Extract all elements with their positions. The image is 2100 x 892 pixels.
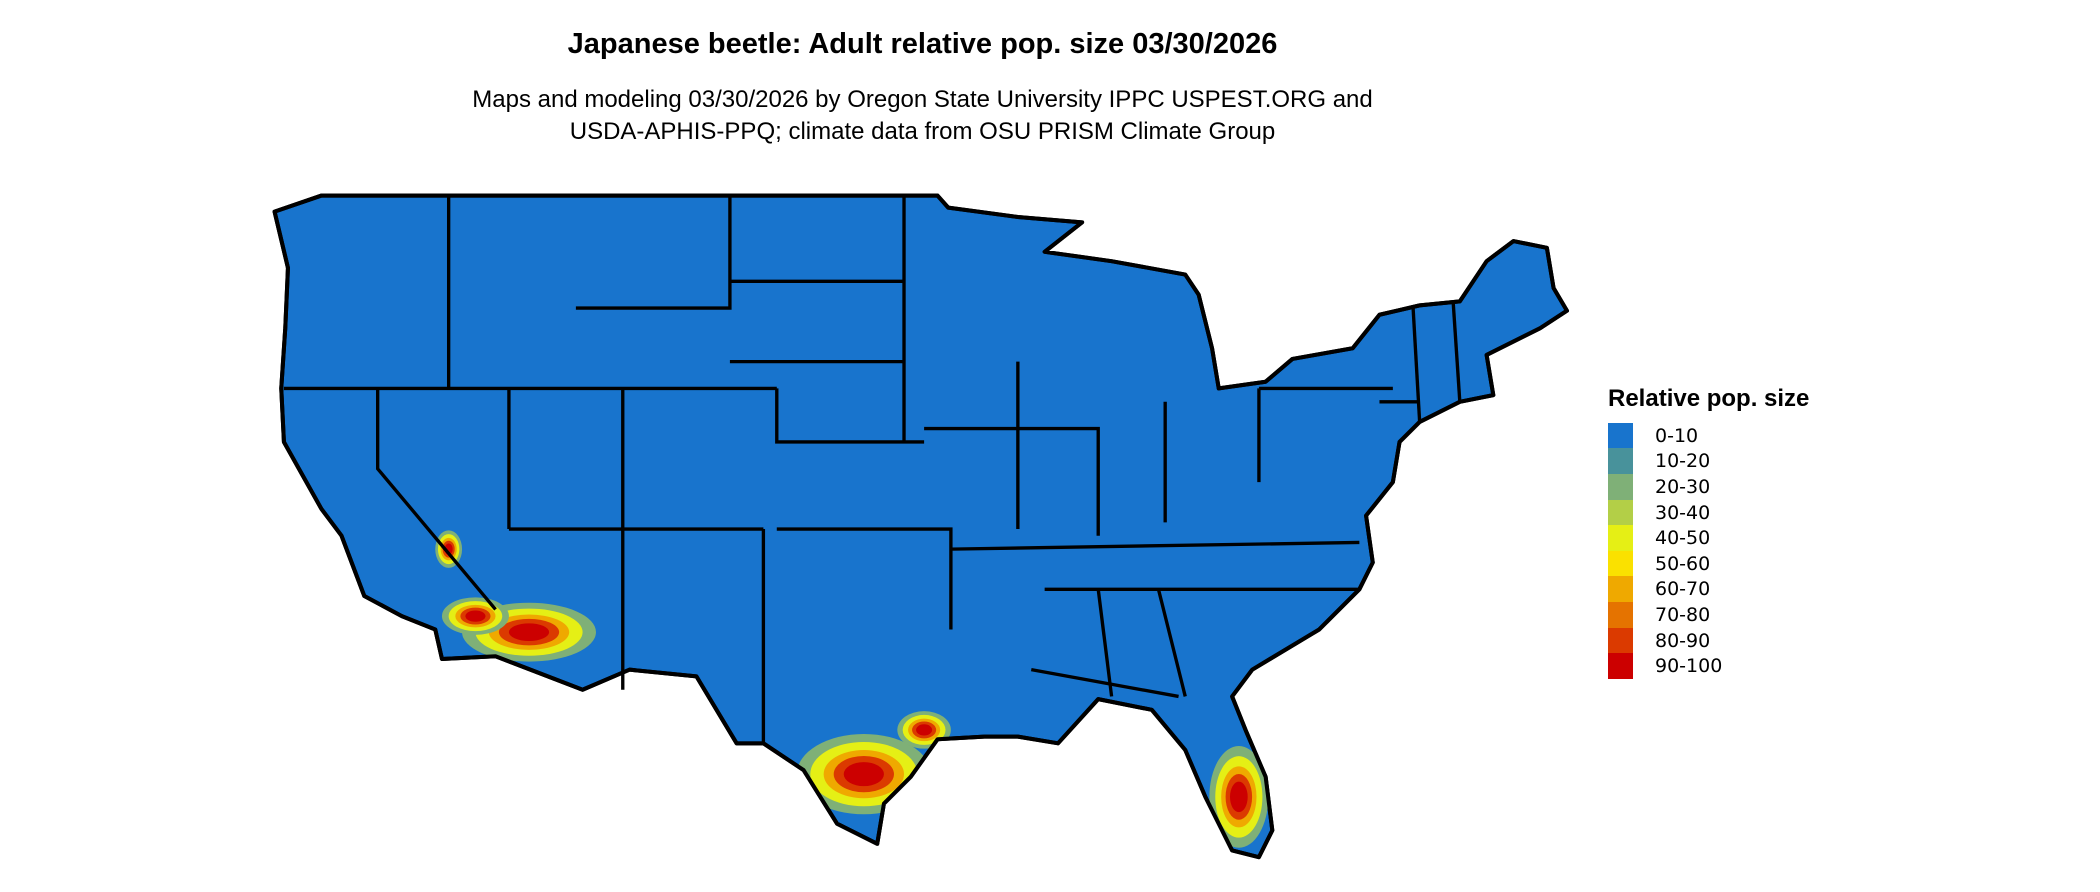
state-border bbox=[775, 388, 925, 444]
hotspot-band bbox=[916, 724, 933, 736]
legend-label: 10-20 bbox=[1655, 450, 1711, 473]
hotspot-band bbox=[465, 610, 486, 622]
legend-item: 70-80 bbox=[1608, 601, 1809, 628]
state-borders bbox=[283, 195, 1462, 744]
map-title: Japanese beetle: Adult relative pop. siz… bbox=[567, 28, 1278, 60]
legend-item: 90-100 bbox=[1608, 653, 1809, 680]
legend-item: 60-70 bbox=[1608, 576, 1809, 603]
legend-label: 0-10 bbox=[1655, 424, 1699, 447]
state-border bbox=[1451, 301, 1462, 402]
legend-item: 20-30 bbox=[1608, 473, 1809, 500]
state-border bbox=[376, 388, 497, 611]
legend-item: 50-60 bbox=[1608, 550, 1809, 577]
legend-label: 40-50 bbox=[1655, 527, 1711, 550]
hotspot-band bbox=[1230, 781, 1248, 813]
state-border bbox=[924, 426, 1100, 536]
legend-item: 10-20 bbox=[1608, 448, 1809, 475]
subtitle-line-1: Maps and modeling 03/30/2026 by Oregon S… bbox=[472, 86, 1373, 113]
state-border bbox=[1096, 589, 1114, 697]
state-border bbox=[776, 527, 953, 630]
legend-item: 0-10 bbox=[1608, 422, 1809, 449]
legend: Relative pop. size 0-10 10-20 20-30 30-40 40… bbox=[1608, 385, 1810, 680]
legend-swatch bbox=[1608, 448, 1633, 475]
legend-label: 80-90 bbox=[1655, 629, 1711, 652]
legend-item: 80-90 bbox=[1608, 627, 1809, 654]
legend-swatch bbox=[1608, 627, 1633, 654]
legend-swatch bbox=[1608, 601, 1633, 628]
legend-label: 70-80 bbox=[1655, 603, 1711, 626]
legend-label: 50-60 bbox=[1655, 552, 1711, 575]
legend-label: 30-40 bbox=[1655, 501, 1711, 524]
legend-swatch bbox=[1608, 653, 1633, 680]
legend-swatch bbox=[1608, 550, 1633, 577]
hotspot-band bbox=[508, 623, 550, 641]
subtitle-line-2: USDA-APHIS-PPQ; climate data from OSU PR… bbox=[569, 118, 1276, 145]
legend-swatch bbox=[1608, 422, 1633, 449]
state-border bbox=[1156, 588, 1187, 697]
state-border bbox=[1030, 668, 1179, 699]
legend-item: 40-50 bbox=[1608, 525, 1809, 552]
legend-swatch bbox=[1608, 576, 1633, 603]
legend-label: 60-70 bbox=[1655, 578, 1711, 601]
map-subtitle: Maps and modeling 03/30/2026 by Oregon S… bbox=[0, 84, 1845, 148]
legend-label: 20-30 bbox=[1655, 475, 1711, 498]
legend-label: 90-100 bbox=[1655, 655, 1723, 678]
legend-item: 30-40 bbox=[1608, 499, 1809, 526]
us-outline-stroke bbox=[272, 193, 1569, 860]
legend-title: Relative pop. size bbox=[1608, 385, 1810, 412]
hotspot-band bbox=[843, 762, 884, 787]
legend-swatch bbox=[1608, 499, 1633, 526]
state-border bbox=[575, 195, 732, 310]
state-border bbox=[950, 540, 1360, 551]
legend-swatch bbox=[1608, 525, 1633, 552]
hotspots bbox=[435, 530, 1269, 848]
legend-swatch bbox=[1608, 473, 1633, 500]
